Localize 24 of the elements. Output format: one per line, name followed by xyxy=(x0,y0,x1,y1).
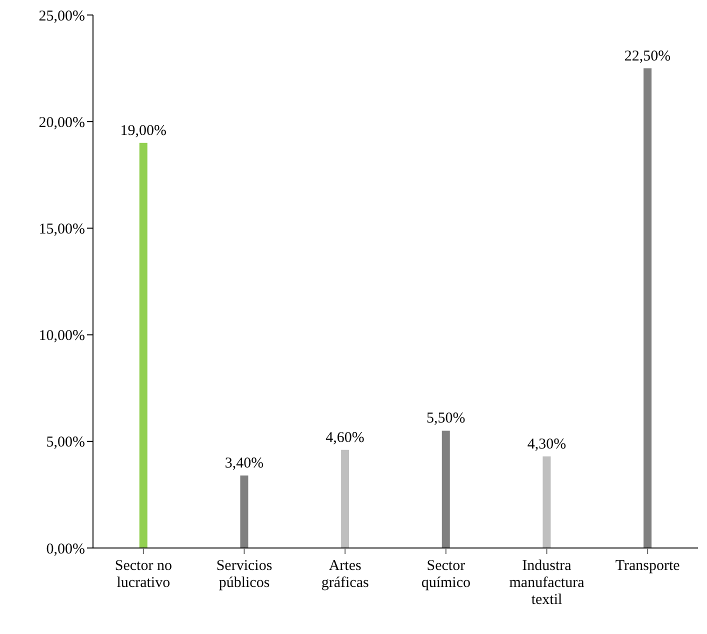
x-tick-label: Artes gráficas xyxy=(321,558,369,591)
bar xyxy=(442,430,450,548)
data-label: 4,60% xyxy=(326,430,364,446)
bar xyxy=(341,450,350,548)
y-tick-label: 15,00% xyxy=(38,222,85,238)
y-tick-label: 10,00% xyxy=(38,328,85,344)
x-tick-label: Sector no lucrativo xyxy=(114,558,172,591)
bar xyxy=(139,142,148,548)
x-tick-label: Industra manufactura textil xyxy=(509,558,585,608)
y-tick-label: 0,00% xyxy=(46,541,85,558)
y-tick-label: 25,00% xyxy=(38,8,85,24)
data-label: 4,30% xyxy=(527,436,566,452)
data-label: 22,50% xyxy=(624,48,671,64)
data-label: 19,00% xyxy=(120,122,167,139)
x-tick-label: Sector químico xyxy=(421,558,471,591)
data-label: 3,40% xyxy=(224,456,264,472)
bar xyxy=(240,476,248,548)
y-tick-label: 20,00% xyxy=(38,114,85,131)
bar xyxy=(542,456,551,548)
data-label: 5,50% xyxy=(426,410,466,427)
x-tick-label: Servicios públicos xyxy=(216,558,272,591)
x-tick-label: Transporte xyxy=(615,558,680,574)
bar xyxy=(644,68,652,548)
y-tick-label: 5,00% xyxy=(46,434,85,451)
